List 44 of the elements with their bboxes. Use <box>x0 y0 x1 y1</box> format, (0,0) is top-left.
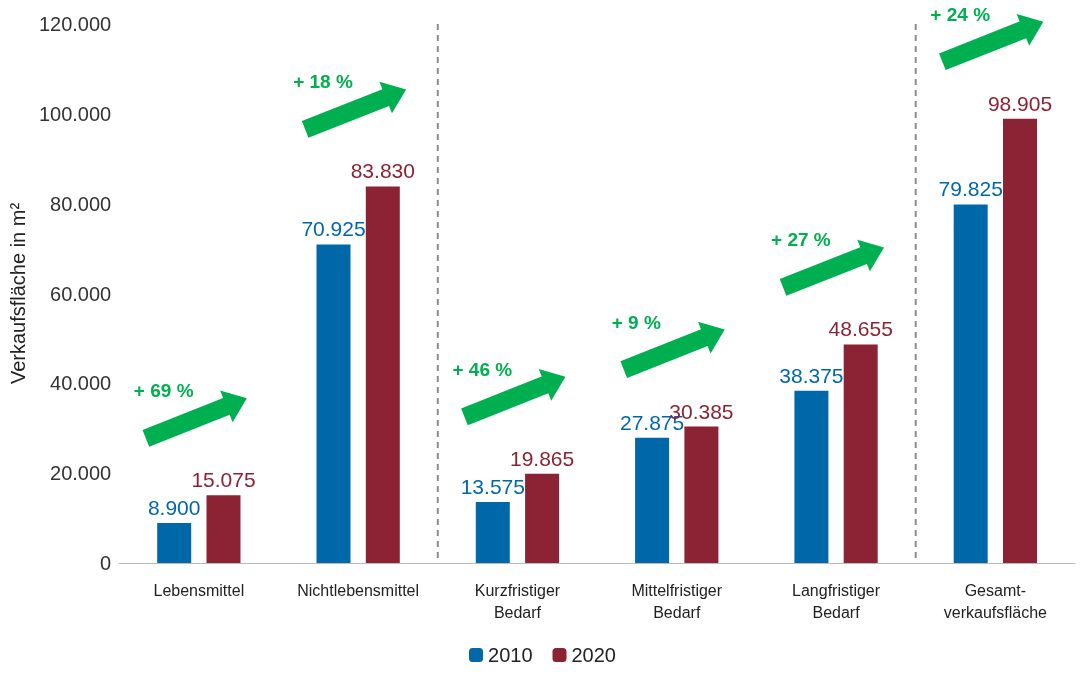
data-label: 15.075 <box>191 468 256 492</box>
legend-label: 2020 <box>571 644 616 666</box>
y-tick-label: 80.000 <box>50 192 112 215</box>
data-label: 19.865 <box>509 446 575 470</box>
x-tick-label: Nichtlebensmittel <box>297 581 420 599</box>
annotation: + 69 % <box>133 380 194 402</box>
annotation: + 9 % <box>611 311 661 333</box>
legend-label: 2010 <box>488 644 533 666</box>
annotation: + 18 % <box>293 71 353 93</box>
bar <box>525 473 560 563</box>
bar <box>365 186 400 563</box>
annotation: + 27 % <box>771 229 831 251</box>
annotation: + 46 % <box>452 358 513 380</box>
annotation: + 24 % <box>930 3 991 25</box>
bar <box>843 344 878 563</box>
y-axis-title: Verkaufsfläche in m² <box>7 202 29 385</box>
x-tick-label: Lebensmittel <box>153 581 245 599</box>
y-tick-label: 20.000 <box>50 462 112 485</box>
bar <box>316 244 351 563</box>
bar <box>475 502 510 563</box>
x-tick-label: Gesamt- verkaufsfläche <box>943 581 1048 621</box>
bar <box>684 426 719 563</box>
x-tick-label: Mittelfristiger Bedarf <box>631 581 723 621</box>
y-tick-label: 60.000 <box>50 282 112 305</box>
bar <box>157 523 192 563</box>
bar <box>794 390 829 563</box>
y-tick-label: 40.000 <box>50 372 112 395</box>
data-label: 70.925 <box>301 217 366 241</box>
x-tick-label: Langfristiger Bedarf <box>792 581 881 621</box>
y-tick-label: 120.000 <box>38 13 112 35</box>
bar <box>1003 118 1037 563</box>
bar <box>953 204 988 563</box>
data-label: 38.375 <box>779 363 844 387</box>
data-label: 83.830 <box>350 159 415 183</box>
data-label: 79.825 <box>938 177 1003 201</box>
bar <box>206 495 241 563</box>
y-tick-label: 100.000 <box>38 102 112 125</box>
x-tick-label: Kurzfristiger Bedarf <box>474 581 561 621</box>
data-label: 48.655 <box>828 317 893 341</box>
y-tick-label: 0 <box>100 552 112 574</box>
data-label: 13.575 <box>460 475 525 499</box>
bar <box>635 437 670 563</box>
data-label: 8.900 <box>147 496 201 520</box>
data-label: 98.905 <box>987 91 1053 115</box>
